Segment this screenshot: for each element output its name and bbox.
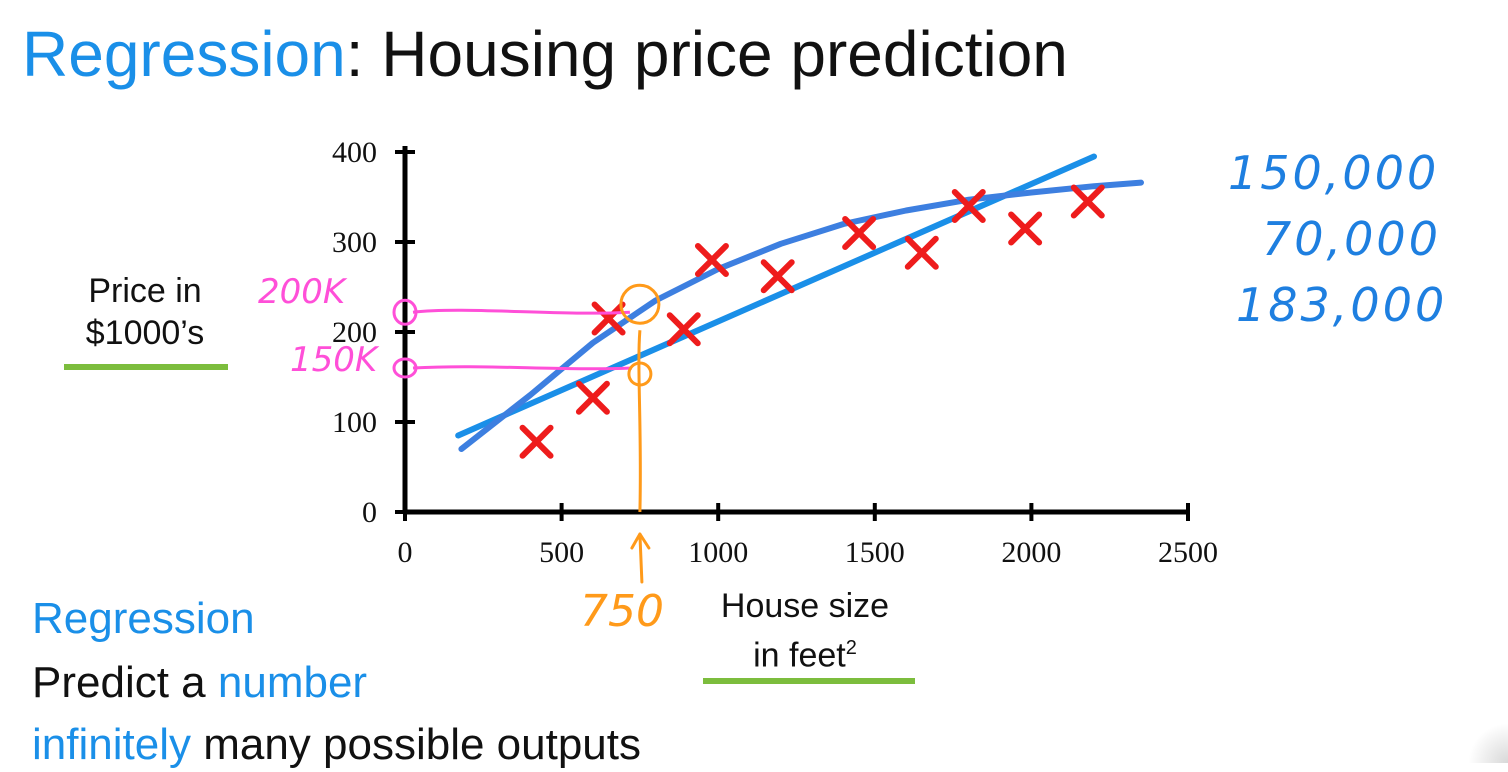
data-point-9: [951, 189, 986, 223]
orange-arrow: [630, 532, 651, 584]
y-tick-label-300: 300: [332, 226, 377, 259]
note-70000: 70,000: [1262, 212, 1441, 266]
chart-fits: [455, 153, 1144, 452]
bottom-line-3-a: infinitely: [32, 720, 191, 769]
x-tick-label-2000: 2000: [1001, 536, 1061, 569]
bottom-line-2: Predict a number: [32, 656, 367, 710]
data-point-8-stroke-b: [904, 235, 939, 270]
data-point-10-stroke-b: [1008, 211, 1043, 246]
fit-curve: [458, 179, 1144, 452]
data-point-2: [575, 380, 610, 415]
chart-axes: 0 500 1000 1500 2000 2500 0 100 200 300 400: [332, 136, 1218, 569]
x-tick-label-2500: 2500: [1158, 536, 1218, 569]
data-point-7-stroke-b: [842, 216, 877, 250]
data-point-8: [904, 235, 939, 270]
bottom-heading: Regression: [32, 594, 255, 643]
fit-line: [455, 153, 1097, 439]
pink-guide-200k: [412, 308, 630, 315]
orange-vertical-guide: [637, 330, 642, 513]
chart-annotations: [392, 283, 661, 584]
corner-shadow: [1468, 723, 1508, 763]
x-tick-label-500: 500: [539, 536, 584, 569]
orange-circle-curve: [619, 283, 661, 325]
chart-marks: [519, 184, 1105, 459]
bottom-line-2-a: Predict a: [32, 658, 218, 707]
data-point-1-stroke-b: [519, 424, 554, 459]
data-point-2-stroke-b: [575, 380, 610, 415]
bottom-line-2-b: number: [217, 658, 368, 707]
x-axis-label-line2-text: in feet: [753, 636, 846, 675]
data-point-4: [666, 312, 701, 347]
data-point-4-stroke-b: [666, 312, 701, 347]
x-axis-label: House size in feet2: [680, 585, 930, 676]
data-point-11: [1070, 184, 1105, 219]
x-axis-label-line2: in feet2: [680, 627, 930, 676]
data-point-5: [694, 243, 729, 277]
y-tick-label-0: 0: [362, 496, 377, 529]
bottom-line-3-b: many possible outputs: [190, 720, 642, 769]
pink-guide-150k: [412, 365, 632, 371]
data-point-11-stroke-b: [1070, 184, 1105, 219]
x-axis-label-underline: [703, 678, 915, 684]
y-tick-label-100: 100: [332, 406, 377, 439]
data-point-6: [760, 259, 795, 294]
title-accent: Regression: [22, 18, 346, 90]
data-point-9-stroke-b: [951, 189, 986, 223]
data-point-3: [591, 301, 626, 336]
data-point-6-stroke-b: [760, 259, 795, 294]
title-rest: : Housing price prediction: [345, 18, 1068, 90]
note-150k: 150K: [290, 340, 378, 380]
x-axis-label-line1: House size: [720, 587, 890, 625]
pink-circle-200k: [392, 298, 418, 326]
data-point-10: [1008, 211, 1043, 246]
note-150000: 150,000: [1228, 146, 1440, 200]
data-point-7: [842, 216, 877, 250]
bottom-line-3: infinitely many possible outputs: [32, 718, 641, 772]
note-183000: 183,000: [1236, 278, 1448, 332]
x-tick-label-1500: 1500: [845, 536, 905, 569]
note-200k: 200K: [258, 272, 346, 312]
y-tick-label-200: 200: [332, 316, 377, 349]
note-750: 750: [580, 586, 664, 637]
data-point-3-stroke-b: [591, 301, 626, 336]
data-point-5-stroke-b: [694, 243, 729, 277]
x-axis-label-superscript: 2: [845, 637, 857, 659]
slide-title: Regression: Housing price prediction: [22, 14, 1068, 94]
orange-circle-line: [627, 361, 653, 387]
y-axis-label-underline: [64, 364, 228, 370]
pink-circle-150k: [392, 357, 418, 379]
y-axis-label: Price in $1000’s: [50, 270, 240, 354]
x-tick-label-0: 0: [398, 536, 413, 569]
data-point-1: [519, 424, 554, 459]
y-axis-label-line2: $1000’s: [85, 314, 205, 352]
y-axis-label-line1: Price in: [88, 272, 202, 310]
y-tick-label-400: 400: [332, 136, 377, 169]
x-tick-label-1000: 1000: [688, 536, 748, 569]
